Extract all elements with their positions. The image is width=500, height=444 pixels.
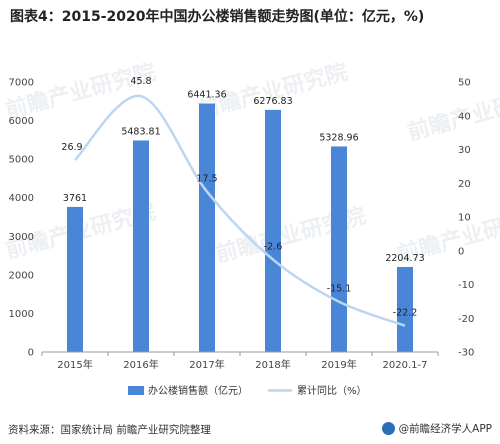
- bar-data-label: 2204.73: [385, 253, 424, 264]
- bar: [265, 109, 281, 352]
- bar-data-label: 6441.36: [187, 90, 226, 101]
- left-axis-tick-label: 6000: [9, 116, 34, 127]
- legend-label-line: 累计同比（%）: [297, 384, 367, 397]
- x-axis-tick-label: 2015年: [57, 358, 92, 371]
- left-axis-tick-label: 4000: [9, 193, 34, 204]
- bar: [331, 146, 347, 352]
- left-axis-tick-label: 0: [28, 348, 34, 359]
- left-axis-tick-label: 1000: [9, 309, 34, 320]
- brand: @前瞻经济学人APP: [381, 421, 492, 436]
- bar-series: 3761 5483.81 6441.36 6276.83 5328.96 2204.73: [63, 90, 425, 352]
- right-axis-tick-label: 10: [458, 213, 471, 224]
- right-axis-tick-label: -30: [458, 348, 474, 359]
- legend-swatch-bar: [128, 386, 144, 395]
- legend: 办公楼销售额（亿元） 累计同比（%）: [128, 384, 367, 397]
- qianzhan-logo-icon: [381, 422, 395, 435]
- left-axis-tick-label: 7000: [9, 78, 34, 89]
- source-note: 资料来源：国家统计局 前瞻产业研究院整理: [8, 424, 211, 436]
- x-axis-tick-label: 2019年: [321, 358, 356, 371]
- line-data-label: -2.6: [264, 242, 283, 253]
- x-axis-tick-label: 2018年: [255, 358, 290, 371]
- x-axis-tick-label: 2017年: [189, 358, 224, 371]
- right-axis-tick-label: 20: [458, 179, 471, 190]
- bar-data-label: 6276.83: [253, 96, 292, 107]
- right-axis-tick-label: -20: [458, 314, 474, 325]
- line-data-label: -22.2: [393, 308, 418, 319]
- x-axis-tick-label: 2016年: [123, 358, 158, 371]
- right-axis-tick-label: 40: [458, 111, 471, 122]
- bar: [199, 103, 215, 352]
- bar: [397, 266, 413, 352]
- right-axis-tick-label: 30: [458, 145, 471, 156]
- left-axis-tick-label: 3000: [9, 232, 34, 243]
- bar-data-label: 5328.96: [319, 132, 358, 143]
- line-data-label: -15.1: [327, 284, 352, 295]
- bar: [133, 140, 149, 352]
- right-axis-tick-label: 0: [458, 246, 464, 257]
- x-axis: 2015年 2016年 2017年 2018年 2019年 2020.1-7: [41, 351, 439, 371]
- line-data-label: 26.9: [61, 142, 82, 153]
- bar-data-label: 5483.81: [121, 126, 160, 137]
- right-axis: -30 -20 -10 0 10 20 30 40 50: [458, 78, 474, 359]
- brand-text: @前瞻经济学人APP: [398, 423, 492, 435]
- left-axis-tick-label: 2000: [9, 270, 34, 281]
- line-series: 26.9 45.8 17.5 -2.6 -15.1 -22.2: [61, 76, 418, 327]
- watermark-text: 前瞻产业研究院: [405, 81, 500, 146]
- left-axis-tick-label: 5000: [9, 155, 34, 166]
- bar-data-label: 3761: [63, 193, 87, 204]
- right-axis-tick-label: 50: [458, 78, 471, 89]
- line-data-label: 17.5: [196, 174, 217, 185]
- bar: [67, 206, 83, 352]
- legend-label-bar: 办公楼销售额（亿元）: [148, 384, 248, 397]
- chart: 前瞻产业研究院前瞻产业研究院前瞻产业研究院前瞻产业研究院前瞻产业研究院前瞻产业研…: [3, 59, 500, 397]
- x-axis-tick-label: 2020.1-7: [383, 360, 428, 371]
- left-axis: 0 1000 2000 3000 4000 5000 6000 7000: [9, 78, 34, 359]
- chart-title: 图表4：2015-2020年中国办公楼销售额走势图(单位：亿元，%): [10, 9, 425, 25]
- right-axis-tick-label: -10: [458, 280, 474, 291]
- line-data-label: 45.8: [130, 76, 151, 87]
- watermark-text: 前瞻产业研究院: [3, 59, 158, 124]
